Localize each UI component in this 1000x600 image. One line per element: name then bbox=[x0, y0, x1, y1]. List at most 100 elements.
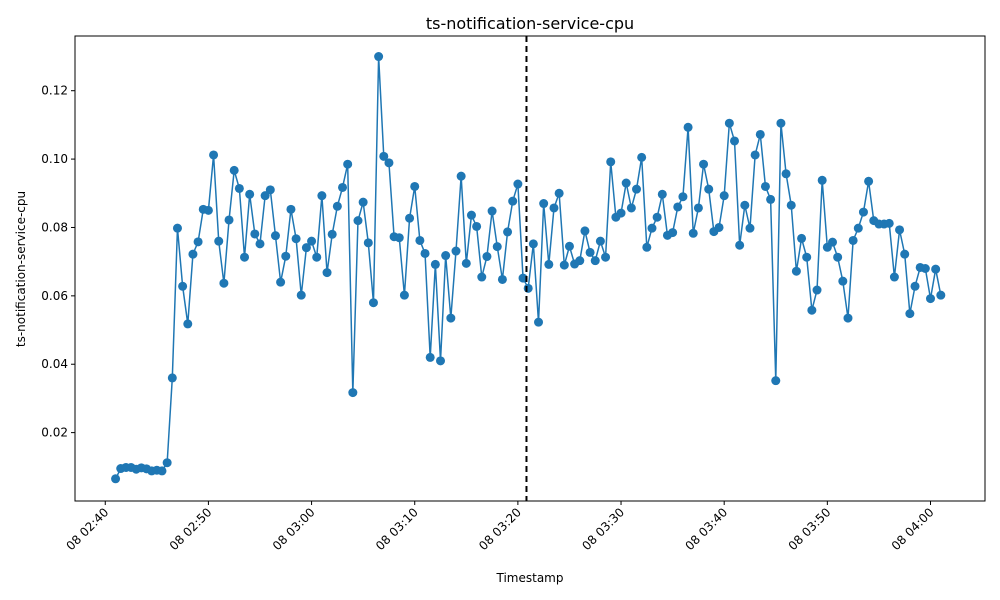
data-point bbox=[626, 203, 636, 213]
data-point bbox=[647, 223, 657, 233]
data-point bbox=[528, 239, 538, 249]
y-axis-label: ts-notification-service-cpu bbox=[14, 191, 28, 347]
data-point bbox=[441, 251, 451, 261]
data-point bbox=[410, 181, 420, 191]
data-point bbox=[889, 272, 899, 282]
data-point bbox=[111, 474, 121, 484]
data-point bbox=[704, 184, 714, 194]
data-point bbox=[312, 252, 322, 262]
data-point bbox=[250, 229, 260, 239]
data-point bbox=[513, 179, 523, 189]
data-point bbox=[920, 264, 930, 273]
data-point bbox=[652, 212, 662, 222]
y-tick-label: 0.06 bbox=[41, 289, 68, 303]
data-point bbox=[735, 240, 745, 250]
data-point bbox=[884, 218, 894, 228]
data-point bbox=[322, 268, 332, 278]
data-point bbox=[270, 231, 280, 241]
data-point bbox=[451, 246, 461, 256]
data-point bbox=[895, 225, 905, 235]
data-point bbox=[363, 238, 373, 248]
data-point bbox=[590, 256, 600, 266]
data-point bbox=[807, 305, 817, 315]
data-point bbox=[926, 294, 935, 304]
data-point bbox=[420, 248, 430, 258]
data-point bbox=[559, 260, 569, 270]
data-point bbox=[193, 237, 203, 247]
data-point bbox=[162, 458, 172, 468]
data-point bbox=[595, 236, 605, 246]
data-point bbox=[436, 356, 446, 366]
data-point bbox=[673, 202, 683, 212]
data-point bbox=[172, 223, 182, 233]
data-point bbox=[719, 191, 729, 201]
data-point bbox=[405, 213, 415, 223]
data-point bbox=[508, 196, 518, 206]
plot-area bbox=[111, 36, 946, 501]
data-point bbox=[317, 191, 327, 201]
data-point bbox=[657, 189, 667, 199]
y-tick-label: 0.02 bbox=[41, 426, 68, 440]
data-point bbox=[394, 233, 404, 243]
data-point bbox=[203, 205, 213, 215]
data-point bbox=[296, 290, 306, 300]
data-point bbox=[348, 388, 358, 398]
data-point bbox=[601, 252, 611, 262]
data-point bbox=[740, 200, 750, 210]
data-point bbox=[905, 309, 915, 319]
data-point bbox=[936, 290, 946, 300]
data-point bbox=[301, 243, 311, 253]
data-point bbox=[534, 317, 544, 327]
y-tick-label: 0.04 bbox=[41, 357, 68, 371]
data-point bbox=[693, 203, 703, 213]
data-point bbox=[812, 285, 822, 295]
plot-frame bbox=[74, 35, 986, 502]
data-point bbox=[910, 281, 920, 291]
data-point bbox=[188, 249, 198, 259]
data-point bbox=[446, 313, 456, 323]
data-point bbox=[730, 136, 740, 146]
data-point bbox=[771, 376, 781, 386]
data-point bbox=[853, 223, 863, 233]
data-point bbox=[327, 229, 337, 239]
data-point bbox=[580, 226, 590, 236]
data-point bbox=[353, 216, 363, 226]
data-point bbox=[678, 192, 688, 202]
data-point bbox=[374, 52, 384, 62]
data-point bbox=[637, 152, 647, 162]
data-point bbox=[781, 169, 791, 179]
data-point bbox=[843, 313, 853, 323]
y-tick-label: 0.10 bbox=[41, 152, 68, 166]
data-point bbox=[642, 242, 652, 252]
data-point bbox=[255, 239, 265, 249]
data-point bbox=[281, 251, 291, 261]
data-point bbox=[219, 278, 229, 288]
x-axis-label: Timestamp bbox=[496, 571, 564, 585]
data-point bbox=[234, 183, 244, 193]
data-point bbox=[518, 273, 528, 283]
data-point bbox=[688, 228, 698, 238]
data-point bbox=[240, 252, 250, 262]
data-point bbox=[379, 151, 389, 161]
data-point bbox=[621, 178, 631, 188]
data-point bbox=[632, 184, 642, 194]
data-point bbox=[864, 176, 874, 186]
data-point bbox=[549, 203, 559, 213]
data-point bbox=[497, 274, 507, 284]
data-point bbox=[776, 118, 786, 128]
data-point bbox=[606, 157, 616, 167]
data-point bbox=[503, 227, 513, 237]
data-point bbox=[900, 249, 910, 259]
chart-title: ts-notification-service-cpu bbox=[426, 14, 634, 33]
data-point bbox=[766, 194, 776, 204]
data-point bbox=[209, 150, 219, 160]
data-point bbox=[492, 242, 502, 252]
data-point bbox=[714, 222, 724, 232]
y-tick-label: 0.12 bbox=[41, 84, 68, 98]
data-point bbox=[456, 171, 466, 181]
data-point bbox=[668, 228, 678, 238]
data-point bbox=[430, 259, 440, 269]
data-point bbox=[338, 182, 348, 192]
